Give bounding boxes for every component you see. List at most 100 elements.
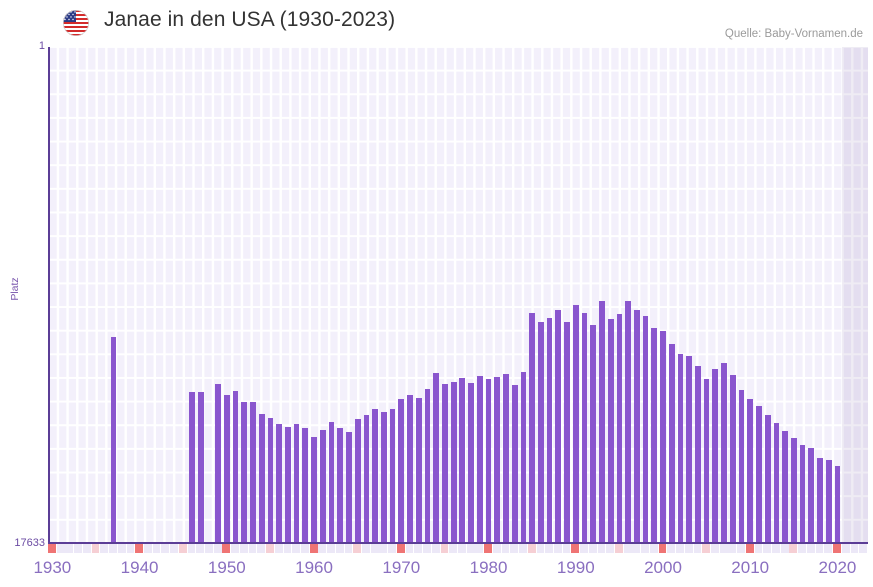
x-tick-1947 xyxy=(196,544,205,553)
bar-1999[interactable] xyxy=(651,328,658,542)
bar-2014[interactable] xyxy=(782,431,788,542)
bar-2015[interactable] xyxy=(790,438,797,542)
bar-2004[interactable] xyxy=(695,366,701,542)
bar-1980[interactable] xyxy=(485,379,492,542)
bar-1994[interactable] xyxy=(607,319,614,542)
x-tick-1965 xyxy=(353,544,362,553)
bar-2012[interactable] xyxy=(764,415,771,542)
bar-1990[interactable] xyxy=(572,305,579,542)
bar-1953[interactable] xyxy=(250,402,256,542)
bar-1988[interactable] xyxy=(555,310,562,542)
bar-1991[interactable] xyxy=(581,313,588,542)
bar-1979[interactable] xyxy=(476,376,483,542)
bar-1954[interactable] xyxy=(258,414,265,542)
bar-2007[interactable] xyxy=(721,363,727,542)
bar-1955[interactable] xyxy=(267,418,274,542)
bar-1977[interactable] xyxy=(459,378,466,542)
bar-2002[interactable] xyxy=(677,354,684,542)
bar-1937[interactable] xyxy=(110,337,117,542)
bar-1985[interactable] xyxy=(529,313,536,542)
y-axis-title: Platz xyxy=(9,277,21,301)
bar-1986[interactable] xyxy=(537,322,544,542)
bar-1963[interactable] xyxy=(337,428,344,542)
bar-2001[interactable] xyxy=(668,344,675,542)
x-tick-1933 xyxy=(74,544,82,553)
x-tick-1967 xyxy=(370,544,379,553)
bar-1965[interactable] xyxy=(354,419,361,542)
bar-2016[interactable] xyxy=(799,445,806,542)
bar-1992[interactable] xyxy=(590,325,597,542)
bar-1984[interactable] xyxy=(520,372,527,542)
bar-1951[interactable] xyxy=(232,391,239,542)
bar-1975[interactable] xyxy=(442,384,448,542)
bar-1996[interactable] xyxy=(625,301,631,542)
bar-1958[interactable] xyxy=(293,424,300,542)
bar-1995[interactable] xyxy=(616,314,623,542)
plot-area xyxy=(48,47,868,544)
x-tick-1952 xyxy=(239,544,248,553)
bar-1950[interactable] xyxy=(223,395,230,542)
x-tick-1957 xyxy=(283,544,292,553)
bar-1959[interactable] xyxy=(302,428,309,542)
bar-1976[interactable] xyxy=(450,382,457,542)
x-axis-label-2000: 2000 xyxy=(644,558,682,577)
bar-1964[interactable] xyxy=(346,432,352,542)
bar-2006[interactable] xyxy=(712,369,719,542)
bar-1983[interactable] xyxy=(511,385,518,542)
bar-1946[interactable] xyxy=(189,392,195,542)
x-axis-label-2020: 2020 xyxy=(818,558,857,577)
bar-1973[interactable] xyxy=(424,389,431,542)
bar-2019[interactable] xyxy=(825,460,832,542)
bar-2003[interactable] xyxy=(686,356,693,542)
x-tick-1968 xyxy=(379,544,388,553)
bar-1947[interactable] xyxy=(197,392,204,542)
x-tick-1977 xyxy=(458,544,466,553)
bar-2018[interactable] xyxy=(817,458,823,542)
bar-1960[interactable] xyxy=(311,437,317,542)
bar-series xyxy=(48,47,868,544)
bar-2020[interactable] xyxy=(834,466,841,542)
bar-1957[interactable] xyxy=(285,427,291,542)
bar-1987[interactable] xyxy=(546,318,553,542)
bar-1974[interactable] xyxy=(433,373,440,542)
bar-1966[interactable] xyxy=(363,415,370,542)
x-tick-2003 xyxy=(684,544,693,553)
bar-1981[interactable] xyxy=(494,377,501,542)
bar-1970[interactable] xyxy=(398,399,405,542)
bar-1949[interactable] xyxy=(215,384,221,542)
x-axis-label-2010: 2010 xyxy=(731,558,770,577)
bar-2009[interactable] xyxy=(738,390,745,542)
bar-1968[interactable] xyxy=(380,412,387,542)
bar-1997[interactable] xyxy=(633,310,640,542)
bar-1971[interactable] xyxy=(407,395,413,542)
bar-1956[interactable] xyxy=(276,424,283,542)
x-tick-2014 xyxy=(780,544,789,553)
bar-2000[interactable] xyxy=(660,331,666,542)
x-tick-1954 xyxy=(257,544,266,553)
x-tick-1989 xyxy=(562,544,571,553)
x-tick-1990 xyxy=(571,544,580,553)
bar-1978[interactable] xyxy=(468,383,474,542)
bar-1961[interactable] xyxy=(319,430,326,542)
bar-1972[interactable] xyxy=(415,398,422,542)
bar-1962[interactable] xyxy=(328,422,335,542)
bar-2008[interactable] xyxy=(729,375,736,542)
bar-2005[interactable] xyxy=(703,379,710,542)
bar-2017[interactable] xyxy=(808,448,815,542)
x-axis-label-1940: 1940 xyxy=(120,558,159,577)
bar-1969[interactable] xyxy=(389,409,396,542)
x-tick-2004 xyxy=(693,544,702,553)
bar-1952[interactable] xyxy=(241,402,248,542)
bar-1989[interactable] xyxy=(564,322,570,542)
bar-1998[interactable] xyxy=(642,316,649,542)
bar-2010[interactable] xyxy=(747,399,754,542)
bar-1967[interactable] xyxy=(372,409,378,542)
bar-2013[interactable] xyxy=(773,423,780,542)
x-tick-1948 xyxy=(205,544,213,553)
bar-1982[interactable] xyxy=(503,374,509,542)
bar-2011[interactable] xyxy=(756,406,762,542)
bar-1993[interactable] xyxy=(599,301,605,542)
x-axis-tick-strip xyxy=(48,544,868,553)
x-tick-2017 xyxy=(806,544,815,553)
